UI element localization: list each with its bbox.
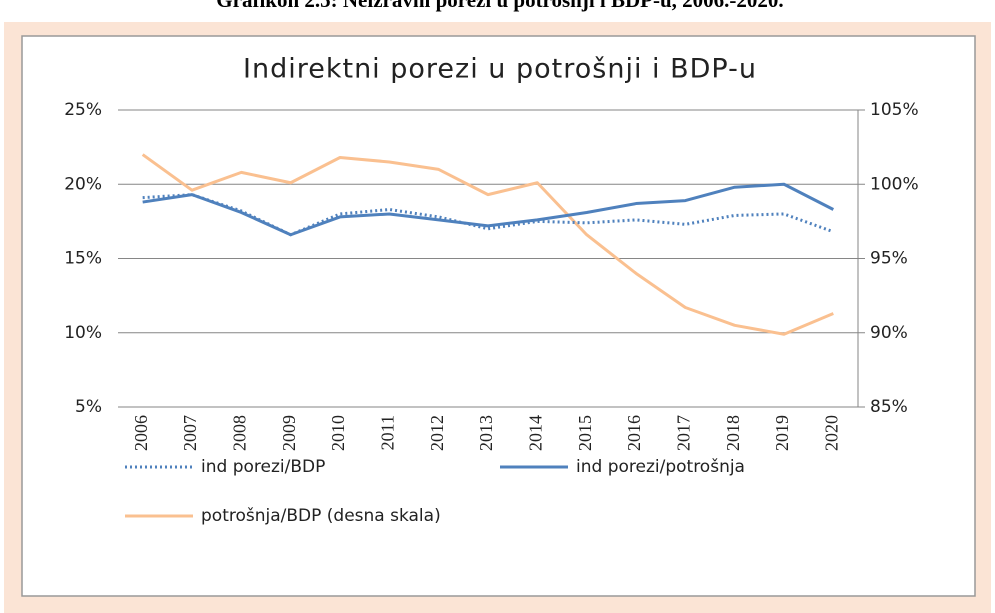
y2-tick-label: 100%: [870, 174, 919, 194]
series-line: [142, 182, 835, 237]
y-tick-label: 25%: [64, 100, 102, 120]
x-tick-label: 2019: [772, 415, 792, 451]
x-tick-label: 2009: [279, 415, 299, 451]
x-tick-label: 2007: [180, 415, 200, 451]
x-tick-label: 2015: [575, 415, 595, 451]
y2-tick-label: 85%: [870, 397, 908, 417]
series-line: [142, 193, 834, 237]
series-line: [141, 153, 834, 336]
x-tick-label: 2017: [673, 415, 693, 451]
x-tick-label: 2014: [525, 415, 545, 451]
panel: [21, 35, 976, 597]
legend-label: ind porezi/BDP: [201, 457, 325, 477]
x-tick-label: 2018: [723, 415, 743, 451]
x-tick-label: 2013: [476, 415, 496, 451]
caption: Grafikon 2.5: Neizravni porezi u potrošn…: [216, 0, 783, 12]
x-tick-label: 2008: [229, 415, 249, 451]
x-tick-label: 2011: [377, 415, 397, 450]
legend-label: ind porezi/potrošnja: [576, 457, 745, 477]
x-tick-label: 2016: [624, 415, 644, 451]
y2-tick-label: 90%: [870, 323, 908, 343]
x-tick-label: 2006: [131, 415, 151, 451]
y-tick-label: 15%: [64, 249, 102, 269]
chart-title: Indirektni porezi u potrošnji i BDP-u: [243, 54, 757, 85]
x-tick-label: 2010: [328, 415, 348, 451]
y2-tick-label: 105%: [870, 100, 919, 120]
legend-label: potrošnja/BDP (desna skala): [201, 506, 441, 526]
y-tick-label: 5%: [75, 397, 102, 417]
y-tick-label: 10%: [64, 323, 102, 343]
x-tick-label: 2012: [427, 415, 447, 451]
y-tick-label: 20%: [64, 174, 102, 194]
y2-tick-label: 95%: [870, 249, 908, 269]
x-tick-label: 2020: [821, 415, 841, 451]
